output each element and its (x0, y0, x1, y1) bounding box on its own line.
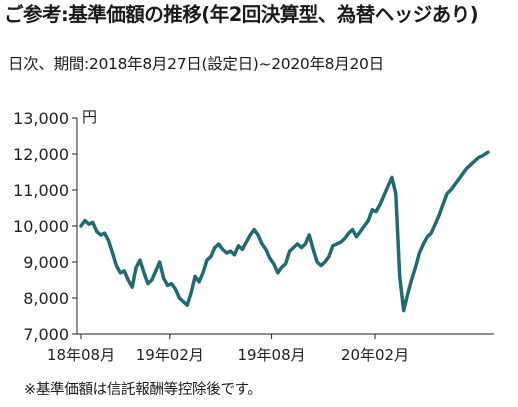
x-tick-label: 18年08月 (47, 346, 115, 364)
footnote: ※基準価額は信託報酬等控除後です。 (24, 382, 262, 398)
y-tick-label: 10,000 (13, 217, 69, 236)
y-unit-label: 円 (82, 108, 97, 126)
x-tick-label: 20年02月 (341, 346, 409, 364)
x-tick-label: 19年02月 (136, 346, 204, 364)
y-tick-label: 8,000 (23, 289, 69, 308)
nav-series-line (79, 150, 490, 313)
y-tick-label: 13,000 (13, 109, 69, 128)
y-tick-label: 9,000 (23, 253, 69, 272)
x-tick-label: 19年08月 (237, 346, 305, 364)
chart-title: ご参考:基準価額の推移(年2回決算型、為替ヘッジあり) (4, 3, 479, 26)
y-tick-label: 12,000 (13, 145, 69, 164)
y-tick-label: 11,000 (13, 181, 69, 200)
chart-subtitle: 日次、期間:2018年8月27日(設定日)~2020年8月20日 (8, 55, 384, 73)
y-tick-label: 7,000 (23, 325, 69, 344)
